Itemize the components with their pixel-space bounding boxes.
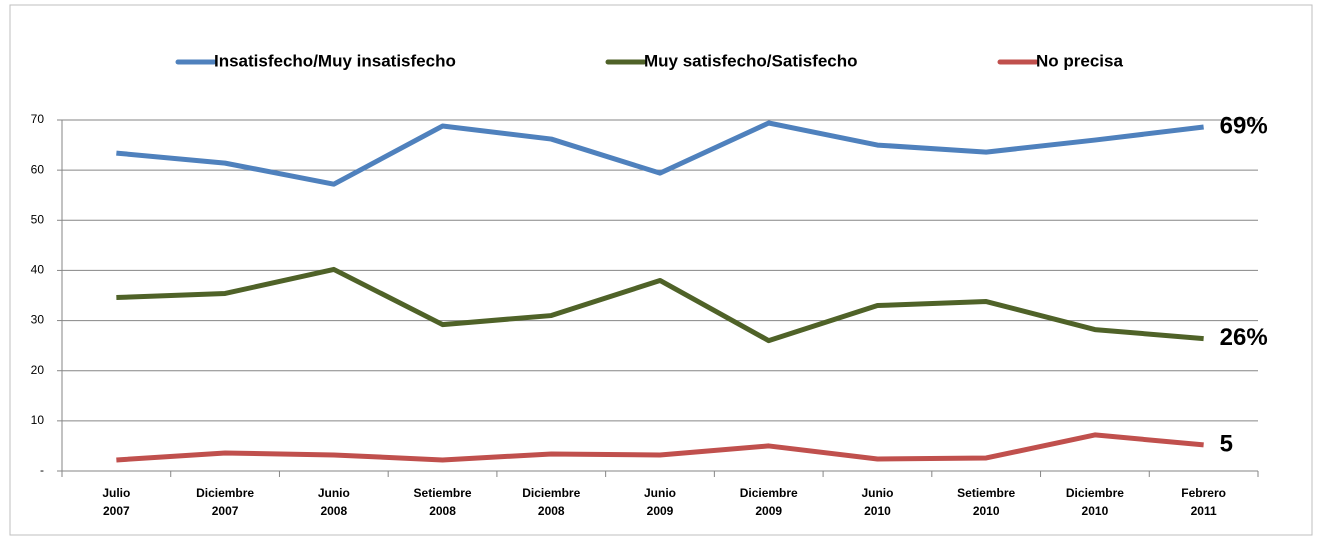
x-tick-label-line: Julio <box>102 486 130 500</box>
x-tick-label: Julio 2007 <box>102 486 130 518</box>
x-tick-label-line: 2009 <box>647 504 674 518</box>
y-tick-label: 70 <box>31 112 45 126</box>
x-tick-label-line: Diciembre <box>196 486 254 500</box>
end-label: 69% <box>1220 112 1268 139</box>
line-series <box>116 432 1204 463</box>
x-tick-label-line: 2008 <box>429 504 456 518</box>
x-tick-label-line: 2010 <box>973 504 1000 518</box>
y-tick-label: 60 <box>31 162 45 176</box>
x-tick-label-line: Diciembre <box>522 486 580 500</box>
x-tick-label-line: Junio <box>644 486 676 500</box>
legend-label: Muy satisfecho/Satisfecho <box>644 51 858 70</box>
y-tick-label: 50 <box>31 212 45 226</box>
end-label: 26% <box>1220 324 1268 351</box>
y-tick-label: 30 <box>31 313 45 327</box>
x-tick-label: Junio 2008 <box>318 486 350 518</box>
x-tick-label-line: 2007 <box>103 504 130 518</box>
x-tick-label: Diciembre 2010 <box>1066 486 1124 518</box>
x-tick-label-line: 2008 <box>538 504 565 518</box>
x-tick-label: Diciembre 2009 <box>740 486 798 518</box>
line-series <box>116 120 1204 187</box>
x-tick-label-line: Diciembre <box>740 486 798 500</box>
x-tick-label: Setiembre 2008 <box>414 486 472 518</box>
x-tick-label-line: Setiembre <box>414 486 472 500</box>
x-tick-label: Febrero 2011 <box>1181 486 1226 518</box>
x-tick-label-line: 2007 <box>212 504 239 518</box>
x-tick-label-line: Junio <box>861 486 893 500</box>
x-tick-label-line: 2011 <box>1191 504 1217 518</box>
end-label: 5 <box>1220 430 1233 457</box>
x-tick-label: Diciembre 2008 <box>522 486 580 518</box>
legend-label: Insatisfecho/Muy insatisfecho <box>214 51 456 70</box>
x-tick-label-line: 2010 <box>864 504 891 518</box>
x-tick-label-line: Junio <box>318 486 350 500</box>
x-tick-label-line: Febrero <box>1181 486 1226 500</box>
x-tick-label: Setiembre 2010 <box>957 486 1015 518</box>
x-tick-label-line: 2009 <box>755 504 782 518</box>
x-tick-label-line: 2008 <box>320 504 347 518</box>
chart-frame <box>9 4 1313 536</box>
line-series <box>116 266 1204 344</box>
x-tick-label: Diciembre 2007 <box>196 486 254 518</box>
y-tick-label: 20 <box>31 363 45 377</box>
y-tick-label: 40 <box>31 263 45 277</box>
x-tick-label-line: 2010 <box>1082 504 1109 518</box>
y-tick-label: 10 <box>31 413 45 427</box>
x-tick-label: Junio 2010 <box>861 486 893 518</box>
x-tick-label: Junio 2009 <box>644 486 676 518</box>
x-tick-label-line: Setiembre <box>957 486 1015 500</box>
legend-label: No precisa <box>1036 51 1123 70</box>
x-tick-label-line: Diciembre <box>1066 486 1124 500</box>
y-tick-label: - <box>40 463 44 477</box>
